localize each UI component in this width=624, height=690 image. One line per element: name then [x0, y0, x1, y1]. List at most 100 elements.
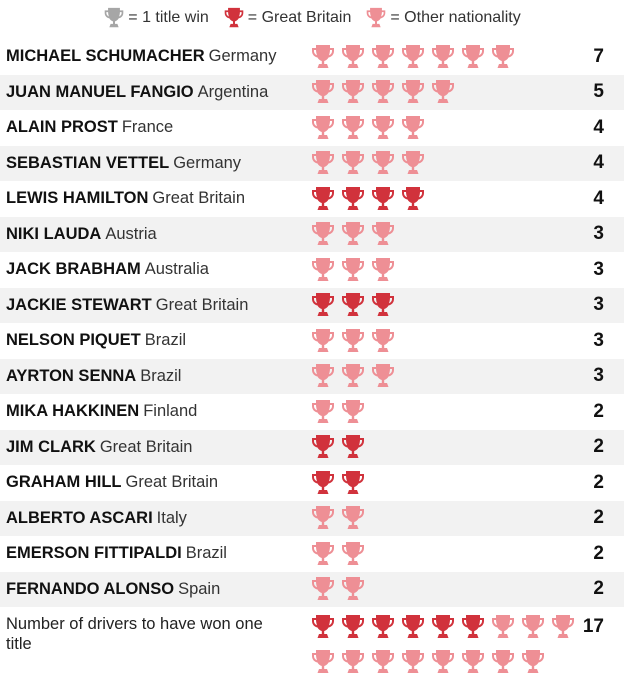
driver-label: ALAIN PROST France: [6, 110, 173, 146]
trophy-bar: [311, 181, 431, 217]
table-row: JACKIE STEWART Great Britain 3: [0, 287, 624, 324]
trophy-icon: [311, 399, 335, 425]
trophy-icon: [341, 614, 365, 640]
legend-item-title-win: = 1 title win: [103, 7, 209, 29]
trophy-icon: [401, 150, 425, 176]
trophy-icon: [341, 186, 365, 212]
title-count: 7: [593, 45, 604, 67]
trophy-bar: [311, 288, 401, 324]
driver-label: LEWIS HAMILTON Great Britain: [6, 181, 245, 217]
trophy-bar: [311, 217, 401, 253]
trophy-icon: [311, 79, 335, 105]
table-row: ALAIN PROST France 4: [0, 110, 624, 146]
table-row: JUAN MANUEL FANGIO Argentina 5: [0, 74, 624, 111]
trophy-icon: [311, 186, 335, 212]
driver-label: GRAHAM HILL Great Britain: [6, 465, 218, 501]
trophy-icon: [341, 44, 365, 70]
driver-nationality: Great Britain: [152, 189, 246, 208]
trophy-icon: [431, 614, 455, 640]
trophy-icon: [371, 614, 395, 640]
driver-label: MIKA HAKKINEN Finland: [6, 394, 197, 430]
driver-name: FERNANDO ALONSO: [6, 579, 175, 598]
trophy-bar: [311, 39, 521, 75]
trophy-icon: [341, 292, 365, 318]
trophy-icon: [341, 649, 365, 675]
trophy-bar: [311, 359, 401, 395]
trophy-icon: [371, 221, 395, 247]
driver-name: ALAIN PROST: [6, 118, 118, 137]
driver-name: MIKA HAKKINEN: [6, 402, 140, 421]
trophy-bar: [311, 465, 371, 501]
trophy-icon: [311, 434, 335, 460]
title-count: 3: [593, 329, 604, 351]
summary-trophies-row-1: [311, 614, 581, 640]
trophy-icon: [431, 44, 455, 70]
one-title-summary: Number of drivers to have won one title …: [0, 610, 624, 690]
trophy-icon: [341, 541, 365, 567]
trophy-icon: [341, 363, 365, 389]
driver-name: JACK BRABHAM: [6, 260, 141, 279]
trophy-bar: [311, 252, 401, 288]
trophy-icon: [311, 44, 335, 70]
trophy-icon: [371, 292, 395, 318]
trophy-icon: [461, 649, 485, 675]
driver-name: GRAHAM HILL: [6, 473, 122, 492]
driver-nationality: Germany: [208, 47, 277, 66]
driver-label: NELSON PIQUET Brazil: [6, 323, 186, 359]
trophy-icon: [371, 186, 395, 212]
trophy-icon: [341, 115, 365, 141]
driver-label: JACKIE STEWART Great Britain: [6, 288, 248, 324]
trophy-bar: [311, 430, 371, 466]
trophy-icon: [311, 649, 335, 675]
trophy-icon: [401, 44, 425, 70]
title-count: 5: [593, 81, 604, 103]
driver-table: MICHAEL SCHUMACHER Germany 7 JUAN MANUEL FA…: [0, 39, 624, 607]
driver-name: JACKIE STEWART: [6, 295, 152, 314]
driver-name: ALBERTO ASCARI: [6, 508, 153, 527]
driver-label: FERNANDO ALONSO Spain: [6, 572, 220, 608]
trophy-icon: [311, 541, 335, 567]
trophy-bar: [311, 394, 371, 430]
legend-item-other-nationality: = Other nationality: [365, 7, 521, 29]
trophy-icon: [103, 7, 125, 29]
trophy-icon: [491, 649, 515, 675]
driver-label: JUAN MANUEL FANGIO Argentina: [6, 75, 268, 111]
driver-nationality: Great Britain: [99, 437, 193, 456]
title-count: 2: [593, 400, 604, 422]
title-count: 2: [593, 471, 604, 493]
trophy-icon: [491, 614, 515, 640]
trophy-icon: [341, 328, 365, 354]
table-row: AYRTON SENNA Brazil 3: [0, 358, 624, 395]
driver-label: EMERSON FITTIPALDI Brazil: [6, 536, 227, 572]
table-row: MICHAEL SCHUMACHER Germany 7: [0, 39, 624, 75]
title-count: 4: [593, 187, 604, 209]
trophy-icon: [311, 470, 335, 496]
table-row: MIKA HAKKINEN Finland 2: [0, 394, 624, 430]
title-count: 3: [593, 258, 604, 280]
driver-nationality: Italy: [156, 508, 187, 527]
summary-label: Number of drivers to have won one title: [6, 615, 263, 653]
driver-label: JACK BRABHAM Australia: [6, 252, 209, 288]
driver-name: AYRTON SENNA: [6, 366, 137, 385]
driver-name: LEWIS HAMILTON: [6, 189, 149, 208]
trophy-icon: [341, 79, 365, 105]
trophy-bar: [311, 536, 371, 572]
trophy-icon: [341, 470, 365, 496]
title-count: 2: [593, 542, 604, 564]
driver-nationality: Great Britain: [125, 473, 219, 492]
driver-nationality: Spain: [178, 579, 221, 598]
driver-nationality: Finland: [143, 402, 198, 421]
trophy-icon: [311, 505, 335, 531]
driver-label: AYRTON SENNA Brazil: [6, 359, 181, 395]
driver-nationality: Australia: [144, 260, 209, 279]
trophy-icon: [371, 363, 395, 389]
trophy-icon: [365, 7, 387, 29]
trophy-icon: [551, 614, 575, 640]
title-count: 4: [593, 152, 604, 174]
trophy-icon: [311, 292, 335, 318]
trophy-icon: [371, 649, 395, 675]
trophy-icon: [341, 505, 365, 531]
trophy-icon: [311, 150, 335, 176]
title-count: 2: [593, 436, 604, 458]
trophy-bar: [311, 110, 431, 146]
